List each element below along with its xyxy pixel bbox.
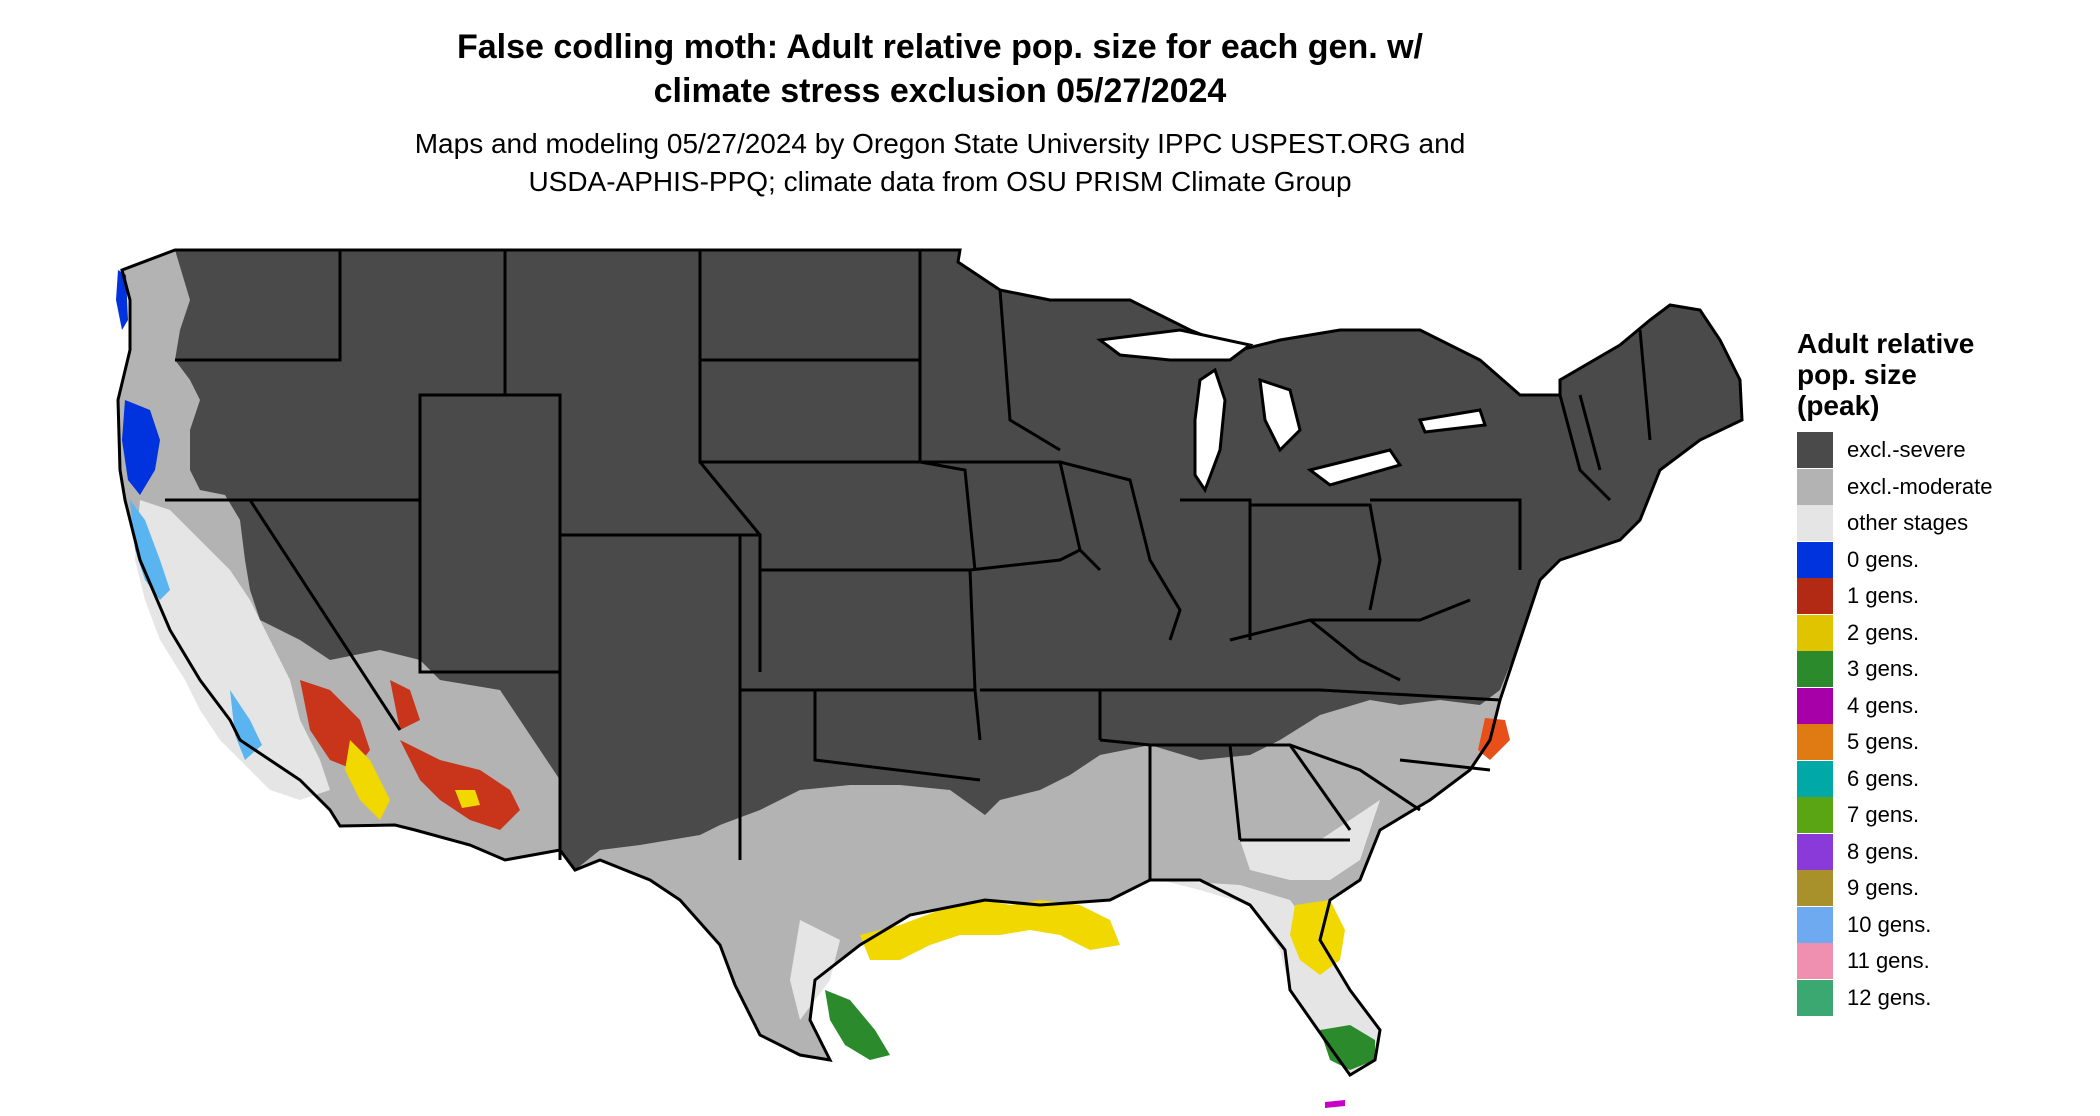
legend-swatch	[1797, 760, 1833, 797]
legend-item: excl.-moderate	[1797, 468, 2057, 505]
region-3-gens-south-texas	[825, 990, 890, 1060]
legend-swatch	[1797, 833, 1833, 870]
region-0-gens-light-coast	[130, 500, 170, 600]
lake-michigan	[1193, 367, 1227, 494]
region-1-gens-carolina	[1478, 718, 1510, 760]
legend-item: 11 gens.	[1797, 943, 2057, 979]
legend-swatch	[1797, 432, 1833, 468]
legend-item: 4 gens.	[1797, 687, 2057, 724]
legend-item: 7 gens.	[1797, 797, 2057, 833]
legend-swatch	[1797, 468, 1833, 505]
region-other-stages-california	[135, 500, 330, 800]
legend-item: 10 gens.	[1797, 906, 2057, 943]
lake-superior	[1096, 328, 1254, 362]
region-excl-severe	[175, 250, 1742, 870]
legend-item: 6 gens.	[1797, 760, 2057, 797]
legend-label: 2 gens.	[1847, 619, 1920, 645]
legend-title-line-3: (peak)	[1797, 390, 1880, 421]
legend-label: 6 gens.	[1847, 765, 1920, 791]
region-4-gens-keys	[1325, 1100, 1345, 1108]
legend-swatch	[1797, 505, 1833, 541]
legend-label: 0 gens.	[1847, 546, 1920, 572]
legend-label: 3 gens.	[1847, 656, 1920, 681]
legend-label: 9 gens.	[1847, 875, 1920, 900]
outer-border	[116, 248, 1744, 1077]
legend-item: 8 gens.	[1797, 833, 2057, 870]
legend-label: 7 gens.	[1847, 802, 1920, 827]
lake-huron	[1258, 377, 1302, 453]
region-other-stages-southeast	[1160, 880, 1380, 1075]
legend-swatch	[1797, 541, 1833, 578]
legend-item: 5 gens.	[1797, 724, 2057, 760]
legend-item: excl.-severe	[1797, 432, 2057, 468]
state-borders	[116, 248, 1744, 1077]
legend-swatch	[1797, 979, 1833, 1016]
legend-swatch	[1797, 687, 1833, 724]
legend-label: 5 gens.	[1847, 729, 1920, 754]
region-1-gens-nevada	[390, 680, 420, 730]
legend-swatch	[1797, 724, 1833, 760]
legend-label: 10 gens.	[1847, 911, 1932, 937]
legend-label: 4 gens.	[1847, 692, 1920, 718]
legend-label: excl.-moderate	[1847, 473, 1993, 499]
region-0-gens-light-socal	[230, 690, 262, 760]
legend-item: other stages	[1797, 505, 2057, 541]
region-1-gens-arizona	[400, 740, 520, 830]
map-legend: Adult relative pop. size (peak) excl.-se…	[1797, 328, 1993, 1016]
region-2-gens-gulf	[860, 900, 1120, 960]
legend-item: 0 gens.	[1797, 541, 2057, 578]
legend-swatch	[1797, 870, 1833, 906]
legend-title-line-2: pop. size	[1797, 359, 1917, 390]
lake-erie	[1306, 448, 1403, 487]
map-title-line-2: climate stress exclusion 05/27/2024	[653, 72, 1227, 110]
map-subtitle-line-2: USDA-APHIS-PPQ; climate data from OSU PR…	[528, 166, 1352, 197]
legend-label: 12 gens.	[1847, 984, 1932, 1010]
legend-label: other stages	[1847, 510, 1969, 535]
lake-ontario	[1417, 408, 1488, 434]
region-2-gens-arizona	[455, 790, 480, 808]
legend-item: 9 gens.	[1797, 870, 2057, 906]
legend-label: 11 gens.	[1847, 948, 1930, 973]
legend-swatch	[1797, 578, 1833, 614]
legend-item: 3 gens.	[1797, 651, 2057, 687]
region-other-stages-texas	[790, 920, 840, 1020]
legend-item: 2 gens.	[1797, 614, 2057, 651]
legend-swatch	[1797, 797, 1833, 833]
map-title-line-1: False codling moth: Adult relative pop. …	[457, 28, 1423, 66]
us-map	[116, 248, 1744, 1108]
legend-label: excl.-severe	[1847, 437, 1966, 462]
legend-swatch	[1797, 943, 1833, 979]
legend-swatch	[1797, 651, 1833, 687]
region-3-gens-south-florida	[1320, 1025, 1375, 1070]
legend-swatch	[1797, 906, 1833, 943]
legend-item: 12 gens.	[1797, 979, 2057, 1016]
region-0-gens-oregon	[122, 400, 160, 495]
legend-label: 1 gens.	[1847, 583, 1920, 608]
legend-label: 8 gens.	[1847, 838, 1920, 864]
map-subtitle-line-1: Maps and modeling 05/27/2024 by Oregon S…	[414, 128, 1466, 159]
legend-item: 1 gens.	[1797, 578, 2057, 614]
legend-swatch	[1797, 614, 1833, 651]
legend-title-line-1: Adult relative	[1797, 328, 1975, 359]
region-2-gens-socal	[345, 740, 390, 820]
